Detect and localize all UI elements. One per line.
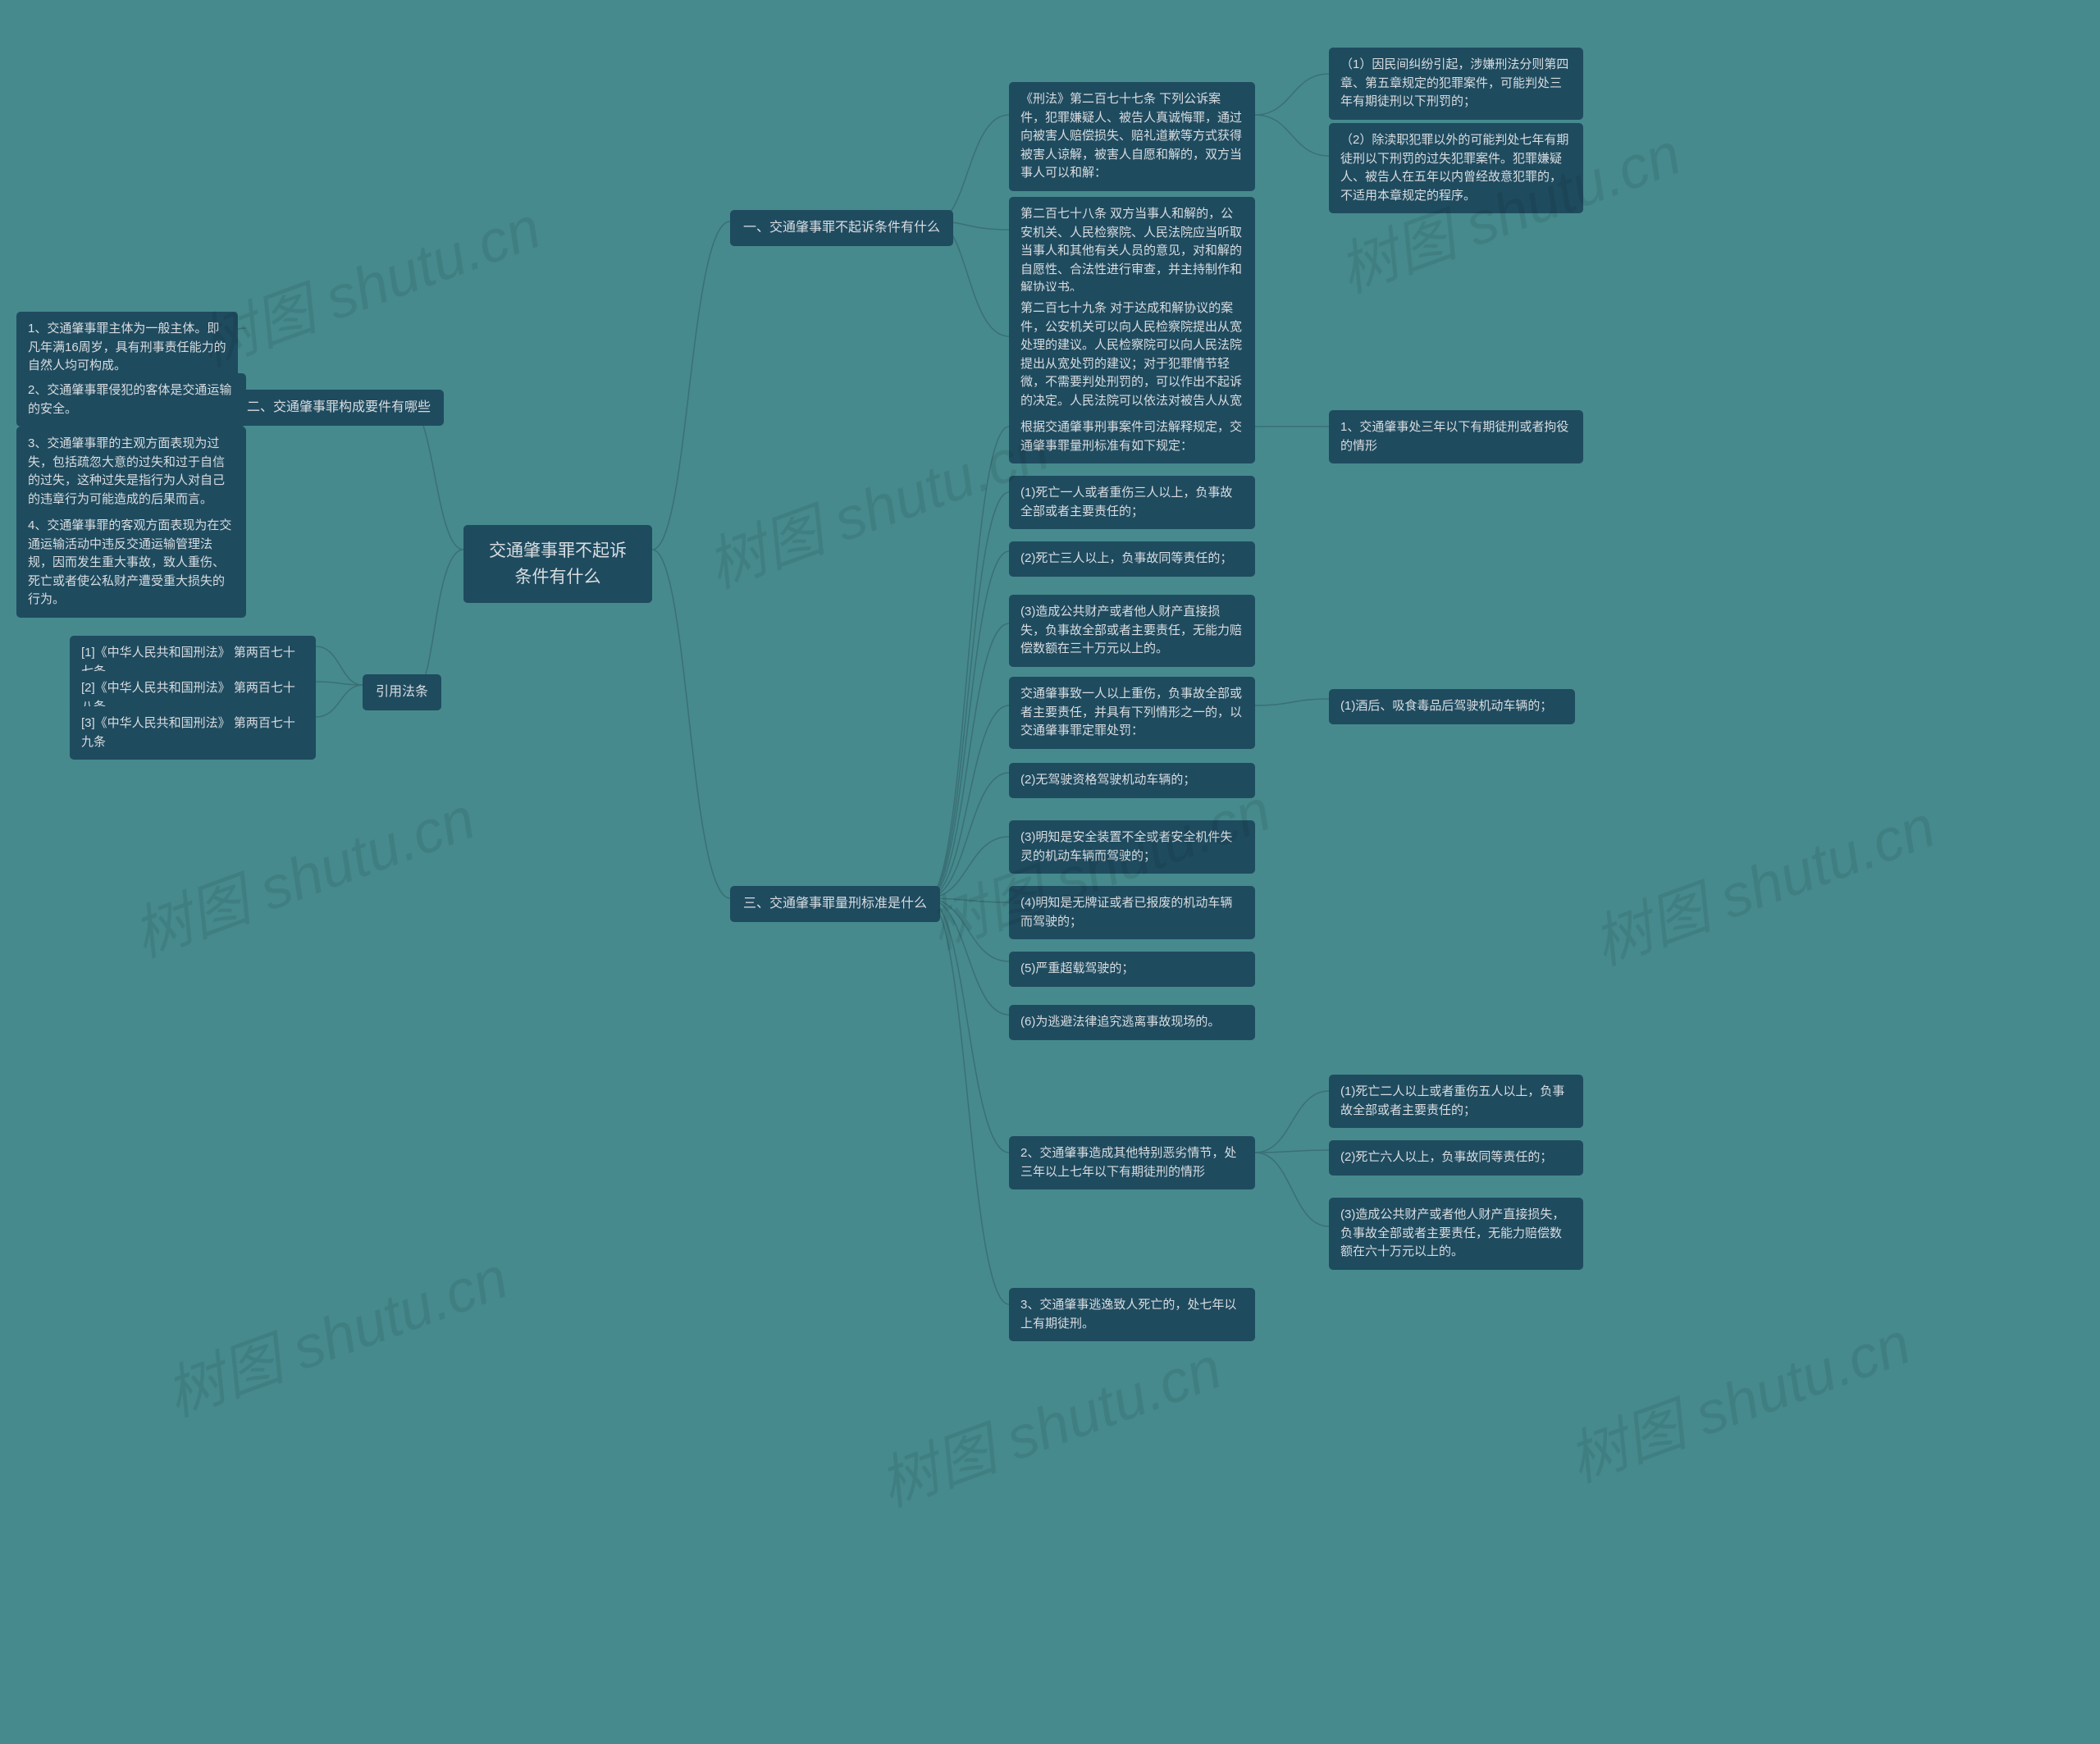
- section-3-item[interactable]: 根据交通肇事刑事案件司法解释规定，交通肇事罪量刑标准有如下规定：: [1009, 410, 1255, 463]
- watermark: 树图 shutu.cn: [1579, 778, 1945, 982]
- section-3-item[interactable]: (5)严重超载驾驶的；: [1009, 952, 1255, 987]
- watermark: 树图 shutu.cn: [693, 401, 1059, 605]
- watermark: 树图 shutu.cn: [152, 1230, 518, 1433]
- section-3[interactable]: 三、交通肇事罪量刑标准是什么: [730, 886, 940, 922]
- section-3-leaf[interactable]: (3)造成公共财产或者他人财产直接损失，负事故全部或者主要责任，无能力赔偿数额在…: [1329, 1198, 1583, 1270]
- section-2-item[interactable]: 2、交通肇事罪侵犯的客体是交通运输的安全。: [16, 373, 246, 427]
- root-node[interactable]: 交通肇事罪不起诉条件有什么: [463, 525, 652, 603]
- section-3-item[interactable]: (2)死亡三人以上，负事故同等责任的；: [1009, 541, 1255, 577]
- section-3-item[interactable]: (3)明知是安全装置不全或者安全机件失灵的机动车辆而驾驶的；: [1009, 820, 1255, 874]
- section-3-item[interactable]: 3、交通肇事逃逸致人死亡的，处七年以上有期徒刑。: [1009, 1288, 1255, 1341]
- section-3-item[interactable]: (1)死亡一人或者重伤三人以上，负事故全部或者主要责任的；: [1009, 476, 1255, 529]
- section-3-leaf[interactable]: (1)死亡二人以上或者重伤五人以上，负事故全部或者主要责任的；: [1329, 1075, 1583, 1128]
- section-3-item[interactable]: (6)为逃避法律追究逃离事故现场的。: [1009, 1005, 1255, 1040]
- section-3-item[interactable]: 交通肇事致一人以上重伤，负事故全部或者主要责任，并具有下列情形之一的，以交通肇事…: [1009, 677, 1255, 749]
- section-1-item[interactable]: 第二百七十八条 双方当事人和解的，公安机关、人民检察院、人民法院应当听取当事人和…: [1009, 197, 1255, 306]
- section-3-leaf[interactable]: 1、交通肇事处三年以下有期徒刑或者拘役的情形: [1329, 410, 1583, 463]
- section-2-item[interactable]: 4、交通肇事罪的客观方面表现为在交通运输活动中违反交通运输管理法规，因而发生重大…: [16, 509, 246, 618]
- section-1-leaf[interactable]: （2）除渎职犯罪以外的可能判处七年有期徒刑以下刑罚的过失犯罪案件。犯罪嫌疑人、被…: [1329, 123, 1583, 213]
- section-2-item[interactable]: 3、交通肇事罪的主观方面表现为过失，包括疏忽大意的过失和过于自信的过失，这种过失…: [16, 427, 246, 517]
- watermark: 树图 shutu.cn: [1554, 1295, 1920, 1499]
- watermark: 树图 shutu.cn: [865, 1320, 1231, 1523]
- section-3-item[interactable]: 2、交通肇事造成其他特别恶劣情节，处三年以上七年以下有期徒刑的情形: [1009, 1136, 1255, 1189]
- section-2[interactable]: 二、交通肇事罪构成要件有哪些: [234, 390, 444, 426]
- section-1[interactable]: 一、交通肇事罪不起诉条件有什么: [730, 210, 953, 246]
- section-3-leaf[interactable]: (2)死亡六人以上，负事故同等责任的；: [1329, 1140, 1583, 1176]
- section-1-leaf[interactable]: （1）因民间纠纷引起，涉嫌刑法分则第四章、第五章规定的犯罪案件，可能判处三年有期…: [1329, 48, 1583, 120]
- watermark: 树图 shutu.cn: [119, 770, 485, 974]
- section-3-leaf[interactable]: (1)酒后、吸食毒品后驾驶机动车辆的；: [1329, 689, 1575, 724]
- section-1-item[interactable]: 《刑法》第二百七十七条 下列公诉案件，犯罪嫌疑人、被告人真诚悔罪，通过向被害人赔…: [1009, 82, 1255, 191]
- watermark: 树图 shutu.cn: [185, 180, 550, 383]
- section-4[interactable]: 引用法条: [363, 674, 441, 710]
- section-4-item[interactable]: [3]《中华人民共和国刑法》 第两百七十九条: [70, 706, 316, 760]
- section-3-item[interactable]: (3)造成公共财产或者他人财产直接损失，负事故全部或者主要责任，无能力赔偿数额在…: [1009, 595, 1255, 667]
- section-3-item[interactable]: (2)无驾驶资格驾驶机动车辆的；: [1009, 763, 1255, 798]
- section-3-item[interactable]: (4)明知是无牌证或者已报废的机动车辆而驾驶的；: [1009, 886, 1255, 939]
